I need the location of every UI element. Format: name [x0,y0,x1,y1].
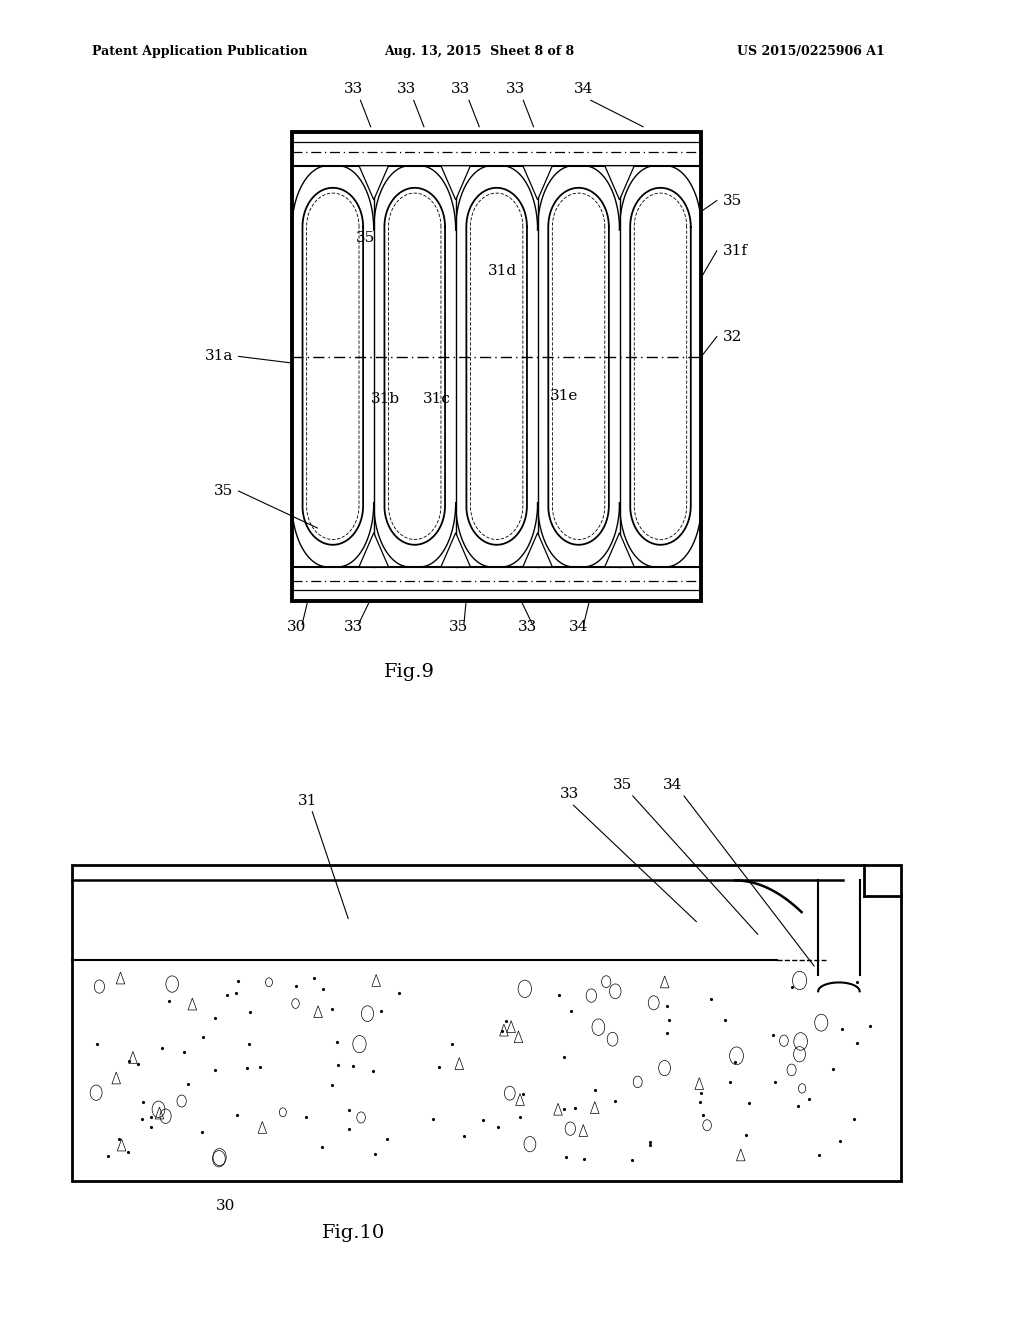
Text: 31: 31 [298,793,316,808]
Text: 33: 33 [344,82,362,96]
Bar [292,132,701,601]
Text: 35: 35 [356,231,376,244]
Text: 34: 34 [569,620,588,635]
Polygon shape [441,166,470,199]
Text: Aug. 13, 2015  Sheet 8 of 8: Aug. 13, 2015 Sheet 8 of 8 [384,45,574,58]
Text: 33: 33 [452,82,470,96]
Polygon shape [605,166,634,199]
Text: 31b: 31b [371,392,399,405]
Text: US 2015/0225906 A1: US 2015/0225906 A1 [737,45,885,58]
Polygon shape [359,166,388,199]
Text: Fig.9: Fig.9 [384,663,435,681]
Text: Fig.10: Fig.10 [322,1224,385,1242]
Text: 35: 35 [214,484,233,498]
Text: 31f: 31f [723,244,748,257]
Text: 35: 35 [450,620,468,635]
Polygon shape [523,166,552,199]
Text: 35: 35 [723,194,742,207]
Bar [72,865,901,1181]
Polygon shape [523,533,552,566]
Text: 31e: 31e [550,389,579,403]
Bar [292,566,701,601]
Bar [292,132,701,166]
Text: 30: 30 [216,1199,234,1213]
Text: 33: 33 [344,620,362,635]
Text: 30: 30 [288,620,306,635]
Text: 35: 35 [613,777,632,792]
Polygon shape [441,533,470,566]
Text: 34: 34 [664,777,682,792]
Polygon shape [359,533,388,566]
Polygon shape [605,533,634,566]
Text: 33: 33 [560,787,579,801]
Text: 33: 33 [397,82,416,96]
Text: 34: 34 [574,82,593,96]
Text: 33: 33 [518,620,537,635]
Text: 31d: 31d [487,264,516,277]
Text: 31c: 31c [423,392,451,405]
Text: 32: 32 [723,330,742,343]
Text: 33: 33 [506,82,524,96]
Text: 31a: 31a [205,350,233,363]
Text: Patent Application Publication: Patent Application Publication [92,45,307,58]
